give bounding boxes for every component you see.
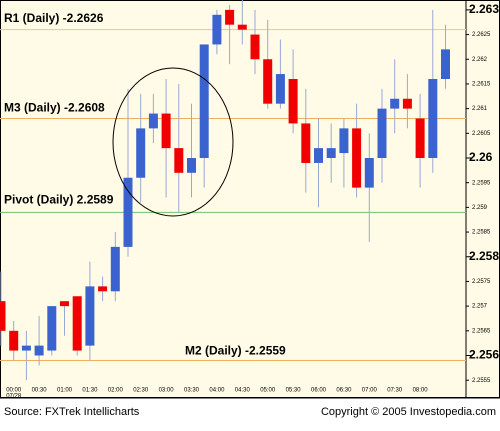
candle-body xyxy=(237,24,247,30)
candle-body xyxy=(326,148,336,158)
x-tick-label: 03:30 xyxy=(184,388,200,394)
candle-body xyxy=(136,128,146,178)
candle-body xyxy=(441,49,450,79)
plot-frame xyxy=(0,0,500,398)
candle-body xyxy=(390,98,400,109)
candle-body xyxy=(98,286,108,292)
highlight-ellipse xyxy=(112,67,234,217)
x-tick-label: 00:00 xyxy=(6,388,22,394)
x-tick-label: 07:30 xyxy=(387,388,403,394)
y-tick-label: 2.2555 xyxy=(472,378,491,384)
candle-body xyxy=(187,158,196,173)
y-tick-label: 2.261 xyxy=(472,106,488,112)
y-tick-label: 2.262 xyxy=(472,57,488,63)
y-tick-label: 2.2585 xyxy=(472,230,491,236)
candle-body xyxy=(9,330,19,351)
candle-body xyxy=(339,128,349,154)
x-tick-label: 00:30 xyxy=(32,388,48,394)
candle-body xyxy=(364,158,374,188)
candle-body xyxy=(47,306,57,351)
level-label: M3 (Daily) -2.2608 xyxy=(4,101,105,115)
candle-body xyxy=(148,113,158,129)
y-tick-label: 2.257 xyxy=(472,304,488,310)
level-label: M2 (Daily) -2.2559 xyxy=(185,344,286,358)
candle-body xyxy=(72,296,82,351)
candle-body xyxy=(250,34,260,60)
y-tick-label: 2.2625 xyxy=(472,32,491,38)
candle-body xyxy=(0,301,6,331)
candle-body xyxy=(174,148,184,173)
candle-body xyxy=(199,44,209,158)
candle-body xyxy=(314,148,323,163)
y-tick-label: 2.2575 xyxy=(472,279,491,285)
x-tick-label: 01:30 xyxy=(82,388,98,394)
x-tick-label: 02:30 xyxy=(133,388,149,394)
candle-body xyxy=(428,79,438,158)
y-tick-label: 2.2565 xyxy=(472,328,491,334)
x-tick-label: 06:00 xyxy=(311,388,327,394)
candle-body xyxy=(301,123,311,163)
x-tick-label: 04:30 xyxy=(235,388,251,394)
x-tick-label: 02:00 xyxy=(108,388,124,394)
candle-body xyxy=(275,74,285,104)
candle-body xyxy=(212,14,222,45)
candle-body xyxy=(402,98,412,109)
candle-body xyxy=(123,177,133,247)
y-tick-label: 2.2605 xyxy=(472,131,491,137)
y-tick-label: 2.2615 xyxy=(472,82,491,88)
candle-body xyxy=(377,108,387,158)
candle-body xyxy=(415,118,425,158)
level-label: Pivot (Daily) 2.2589 xyxy=(4,192,114,206)
candle-body xyxy=(225,9,235,25)
candle-body xyxy=(34,345,44,356)
level-label: R1 (Daily) -2.2626 xyxy=(4,11,104,25)
y-tick-label: 2.2595 xyxy=(472,180,491,186)
candle-body xyxy=(21,345,31,351)
x-date-label: 07/28 xyxy=(6,394,22,400)
x-tick-label: 05:30 xyxy=(286,388,302,394)
y-tick-label: 2.259 xyxy=(472,205,488,211)
candle-body xyxy=(161,113,171,149)
x-tick-label: 03:00 xyxy=(159,388,175,394)
candle-body xyxy=(263,59,273,104)
candle-body xyxy=(60,301,69,307)
x-tick-label: 01:00 xyxy=(57,388,73,394)
x-tick-label: 05:00 xyxy=(260,388,276,394)
x-tick-label: 04:00 xyxy=(209,388,225,394)
candle-body xyxy=(352,128,362,188)
candle-body xyxy=(85,286,95,346)
candle-body xyxy=(110,246,120,292)
candle-body xyxy=(288,79,298,124)
x-tick-label: 07:00 xyxy=(362,388,378,394)
y-major-tick-label: 2.26 xyxy=(469,150,493,164)
y-major-tick-label: 2.263 xyxy=(469,2,499,16)
y-major-tick-label: 2.256 xyxy=(469,348,499,362)
x-tick-label: 08:00 xyxy=(413,388,429,394)
source: Source: FXTrek Intellicharts xyxy=(4,406,140,418)
copyright: Copyright © 2005 Investopedia.com xyxy=(321,406,496,418)
y-major-tick-label: 2.258 xyxy=(469,249,499,263)
x-tick-label: 06:30 xyxy=(336,388,352,394)
